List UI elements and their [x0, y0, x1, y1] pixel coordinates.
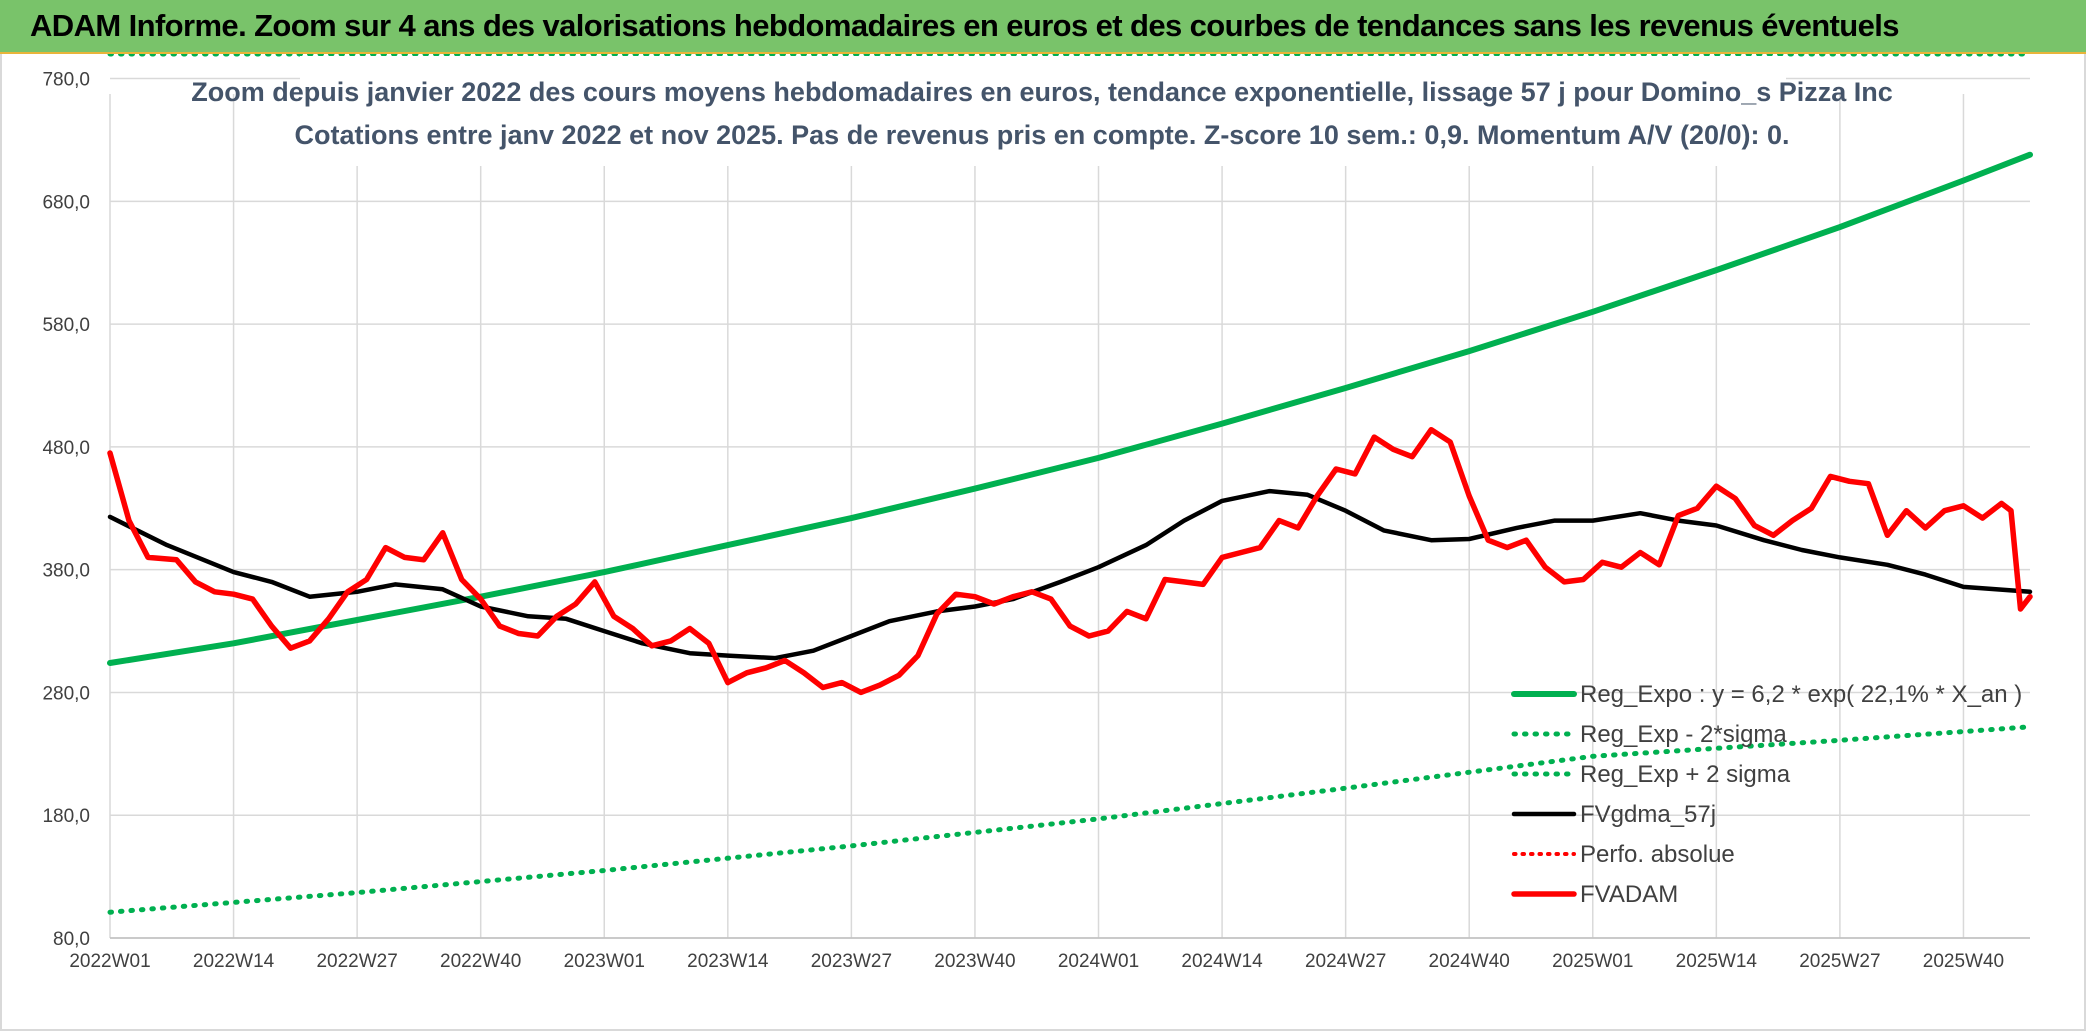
series-line-reg-expo-y-6-2-exp-22-1-x-an [107, 151, 2033, 666]
x-tick-label: 2024W14 [1181, 951, 1263, 972]
series-line-reg-exp-2-sigma [107, 724, 2033, 915]
legend-label: Reg_Expo : y = 6,2 * exp( 22,1% * X_an ) [1580, 681, 2022, 708]
chart-banner: ADAM Informe. Zoom sur 4 ans des valoris… [0, 0, 2086, 54]
x-tick-label: 2023W27 [811, 951, 892, 972]
chart-subtitle-line-2: Cotations entre janv 2022 et nov 2025. P… [294, 120, 1789, 150]
legend-label: Reg_Exp - 2*sigma [1580, 721, 1787, 748]
y-tick-label: 380,0 [42, 561, 90, 582]
x-tick-label: 2024W01 [1058, 951, 1139, 972]
chart-subtitle-line-1: Zoom depuis janvier 2022 des cours moyen… [191, 77, 1893, 107]
x-tick-label: 2024W27 [1305, 951, 1386, 972]
y-tick-label: 580,0 [42, 315, 90, 336]
x-tick-label: 2025W27 [1799, 951, 1880, 972]
x-tick-label: 2022W14 [193, 951, 275, 972]
x-axis: 2022W01 2022W14 2022W27 2022W40 2023W01 2023W… [69, 937, 2030, 972]
legend-label: Perfo. absolue [1580, 841, 1735, 868]
y-tick-label: 280,0 [42, 683, 90, 704]
x-tick-label: 2025W14 [1676, 951, 1758, 972]
legend-label: Reg_Exp + 2 sigma [1580, 761, 1791, 788]
x-tick-label: 2023W40 [934, 951, 1015, 972]
y-tick-label: 180,0 [42, 806, 90, 827]
x-tick-label: 2022W40 [440, 951, 521, 972]
legend-label: FVADAM [1580, 881, 1678, 908]
x-tick-label: 2022W01 [69, 951, 150, 972]
y-tick-label: 680,0 [42, 192, 90, 213]
banner-title: ADAM Informe. Zoom sur 4 ans des valoris… [30, 8, 1900, 43]
series-line-fvadam [107, 426, 2033, 696]
grid-lines [109, 77, 2030, 939]
x-tick-label: 2025W40 [1923, 951, 2004, 972]
series-line-fvgdma-57j [107, 488, 2033, 661]
y-axis: 80,0 180,0 280,0 380,0 480,0 580,0 680,0 780,0 [42, 70, 90, 950]
x-tick-label: 2022W27 [316, 951, 397, 972]
y-tick-label: 780,0 [42, 70, 90, 91]
x-tick-label: 2024W40 [1429, 951, 1510, 972]
y-tick-label: 80,0 [53, 929, 90, 950]
y-tick-label: 480,0 [42, 438, 90, 459]
subtitle-background [300, 56, 1786, 166]
x-tick-label: 2023W14 [687, 951, 769, 972]
x-tick-label: 2023W01 [564, 951, 645, 972]
chart-frame: 80,0 180,0 280,0 380,0 480,0 580,0 680,0 780,0 … [0, 54, 2086, 1031]
legend-label: FVgdma_57j [1580, 801, 1716, 828]
x-tick-label: 2025W01 [1552, 951, 1633, 972]
chart-legend: Reg_Expo : y = 6,2 * exp( 22,1% * X_an )… [1511, 681, 2022, 908]
line-chart: 80,0180,0280,0380,0480,0580,0680,0780,0 … [42, 54, 2033, 972]
series-layer [107, 54, 2033, 915]
